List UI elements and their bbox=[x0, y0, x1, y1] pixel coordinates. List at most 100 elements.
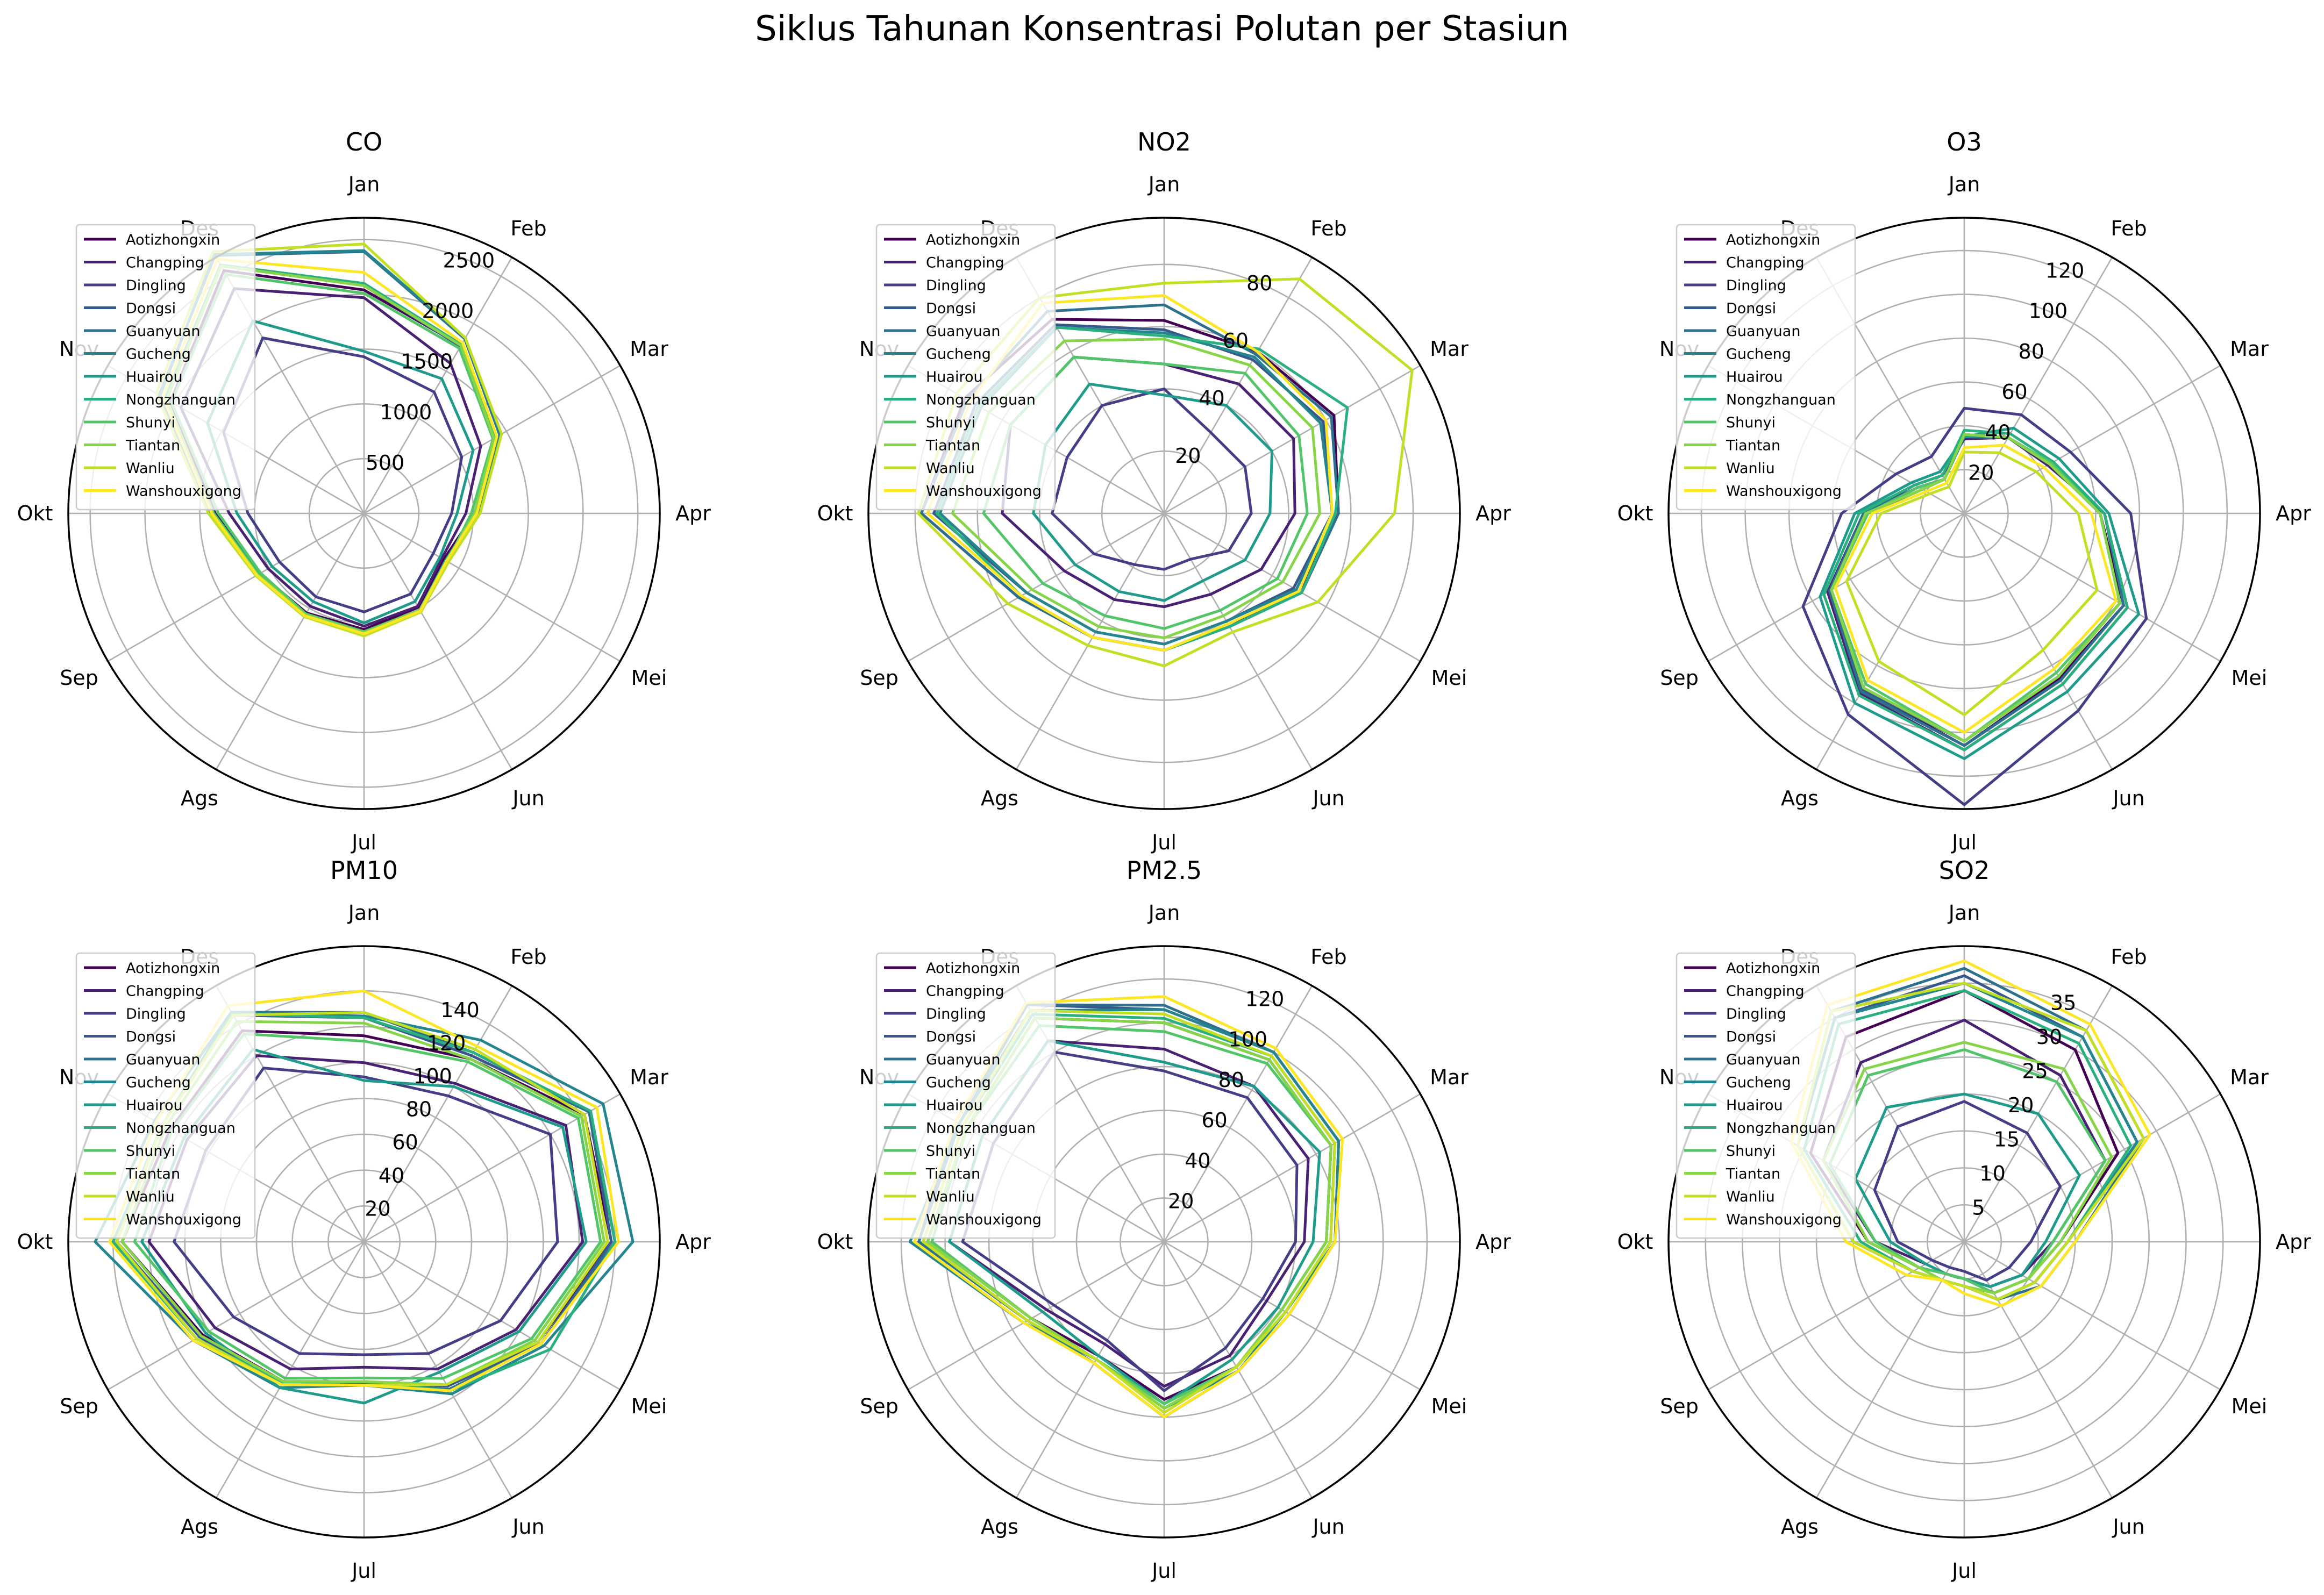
legend-entry: Wanshouxigong bbox=[926, 1212, 1042, 1228]
legend-entry: Aotizhongxin bbox=[126, 232, 220, 248]
legend-entry: Guanyuan bbox=[126, 323, 200, 340]
radial-tick-label: 100 bbox=[2029, 299, 2068, 323]
legend-entry: Gucheng bbox=[1726, 346, 1791, 363]
legend-entry: Guanyuan bbox=[1726, 1052, 1800, 1068]
legend-entry: Dongsi bbox=[1726, 301, 1776, 317]
month-label: Mei bbox=[2232, 666, 2268, 690]
grid-spoke bbox=[1164, 1093, 1421, 1243]
radial-tick-label: 60 bbox=[2001, 380, 2027, 404]
radial-tick-label: 20 bbox=[2008, 1093, 2034, 1117]
legend-entry: Dingling bbox=[1726, 277, 1786, 294]
legend: Aotizhongxin Changping Dingling Dongsi Guany… bbox=[875, 224, 1056, 511]
month-label: Sep bbox=[860, 666, 899, 690]
series-line-tiantan bbox=[1830, 433, 2121, 743]
legend-entry: Guanyuan bbox=[926, 1052, 1000, 1068]
legend-frame bbox=[75, 952, 256, 1239]
grid-spoke bbox=[1815, 1241, 1965, 1498]
month-label: Okt bbox=[17, 1230, 53, 1254]
grid-spoke bbox=[1963, 513, 2113, 770]
month-label: Mar bbox=[2230, 1065, 2269, 1089]
series-line-dingling bbox=[1873, 1100, 2062, 1282]
radial-tick-label: 80 bbox=[2019, 340, 2044, 363]
radial-tick-label: 35 bbox=[2050, 991, 2076, 1014]
legend-entry: Wanliu bbox=[126, 460, 175, 477]
grid-spoke bbox=[1163, 513, 1313, 770]
legend-entry: Dongsi bbox=[1726, 1029, 1776, 1046]
radial-tick-label: 20 bbox=[1968, 461, 1994, 485]
legend-entry: Changping bbox=[1726, 983, 1805, 1000]
month-label: Jun bbox=[511, 786, 544, 810]
polar-spine bbox=[67, 945, 661, 1539]
series-line-wanshouxigong bbox=[1834, 444, 2118, 734]
month-label: Apr bbox=[1475, 1230, 1511, 1254]
radial-tick-label: 1000 bbox=[380, 400, 432, 424]
radial-tick-label: 120 bbox=[2045, 259, 2085, 282]
month-label: Ags bbox=[181, 1515, 218, 1539]
radial-tick-label: 40 bbox=[1185, 1149, 1210, 1172]
grid-spoke bbox=[1164, 364, 1421, 514]
legend-entry: Tiantan bbox=[1726, 438, 1780, 454]
radial-tick-label: 60 bbox=[1201, 1108, 1227, 1132]
legend-entry: Wanliu bbox=[1726, 460, 1775, 477]
legend-entry: Guanyuan bbox=[1726, 323, 1800, 340]
grid-spoke bbox=[1815, 513, 1965, 770]
figure-title: Siklus Tahunan Konsentrasi Polutan per S… bbox=[755, 9, 1569, 49]
legend-frame bbox=[1676, 952, 1856, 1239]
legend-entry: Dingling bbox=[1726, 1006, 1786, 1022]
month-label: Sep bbox=[60, 666, 98, 690]
legend-entry: Nongzhanguan bbox=[926, 392, 1036, 409]
grid-spoke bbox=[1963, 1241, 2113, 1498]
month-label: Ags bbox=[1781, 786, 1819, 810]
month-label: Okt bbox=[817, 1230, 853, 1254]
month-label: Feb bbox=[1310, 945, 1346, 969]
series-line-huairou bbox=[1819, 426, 2141, 760]
month-label: Feb bbox=[1310, 217, 1346, 240]
legend-entry: Huairou bbox=[126, 369, 183, 385]
grid-spoke bbox=[363, 1241, 621, 1391]
grid-spoke bbox=[1963, 257, 2113, 514]
legend-entry: Nongzhanguan bbox=[926, 1120, 1036, 1137]
legend-entry: Tiantan bbox=[125, 1166, 180, 1183]
month-label: Jul bbox=[351, 1559, 376, 1583]
month-label: Apr bbox=[675, 502, 711, 525]
month-label: Okt bbox=[817, 502, 853, 525]
radial-tick-label: 20 bbox=[1175, 444, 1201, 468]
grid-spoke bbox=[363, 985, 513, 1242]
legend-frame bbox=[875, 952, 1056, 1239]
legend-entry: Dongsi bbox=[926, 301, 976, 317]
legend: Aotizhongxin Changping Dingling Dongsi Guany… bbox=[1676, 952, 1856, 1239]
radial-tick-label: 1500 bbox=[401, 350, 453, 374]
month-label: Jan bbox=[347, 901, 380, 925]
legend-entry: Dongsi bbox=[926, 1029, 976, 1046]
polar-spine bbox=[1667, 217, 2261, 810]
radial-tick-label: 60 bbox=[1223, 329, 1249, 353]
radial-tick-label: 15 bbox=[1994, 1127, 2020, 1151]
month-label: Mar bbox=[1430, 1065, 1468, 1089]
radial-tick-label: 40 bbox=[379, 1164, 404, 1188]
month-label: Jul bbox=[1151, 1559, 1177, 1583]
month-label: Okt bbox=[17, 502, 53, 525]
grid-spoke bbox=[908, 512, 1165, 662]
legend-entry: Dingling bbox=[126, 277, 186, 294]
legend-entry: Aotizhongxin bbox=[926, 960, 1020, 977]
grid-spoke bbox=[363, 512, 621, 662]
series-line-wanliu bbox=[1845, 450, 2099, 717]
legend-entry: Gucheng bbox=[126, 346, 191, 363]
legend-entry: Gucheng bbox=[926, 1075, 991, 1091]
polar-spine bbox=[867, 217, 1461, 810]
month-label: Mar bbox=[1430, 337, 1468, 361]
month-label: Jun bbox=[2112, 1515, 2144, 1539]
month-label: Apr bbox=[1475, 502, 1511, 525]
month-label: Jan bbox=[1147, 173, 1180, 196]
panel-o3: 20 40 60 80 100 120 Jan Feb Mar Apr Mei Jun Jul Ags Se… bbox=[1617, 127, 2312, 854]
legend-entry: Shunyi bbox=[1726, 1143, 1776, 1160]
legend-entry: Nongzhanguan bbox=[126, 392, 236, 409]
month-label: Okt bbox=[1617, 1230, 1653, 1254]
grid-spoke bbox=[1964, 1241, 2221, 1391]
radial-tick-label: 2000 bbox=[422, 299, 474, 323]
grid-spoke bbox=[108, 512, 365, 662]
month-label: Feb bbox=[510, 217, 546, 240]
month-label: Apr bbox=[2276, 1230, 2311, 1254]
grid-spoke bbox=[1015, 1241, 1165, 1498]
